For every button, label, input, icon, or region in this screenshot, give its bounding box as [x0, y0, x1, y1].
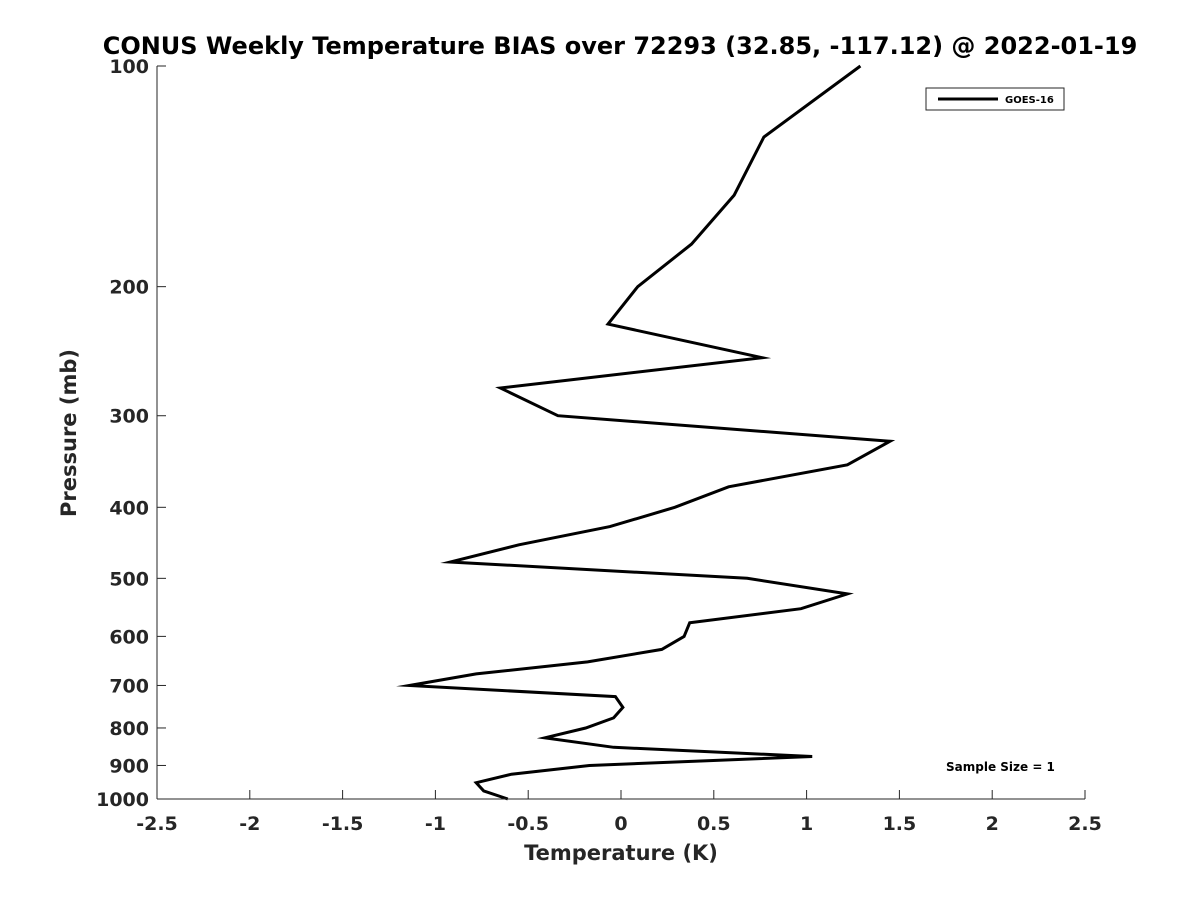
y-tick-label: 300 [109, 406, 149, 428]
y-tick-label: 1000 [96, 789, 149, 811]
y-axis-label: Pressure (mb) [57, 349, 81, 517]
x-tick-label: -2.5 [136, 813, 178, 835]
plot-area [396, 64, 896, 801]
y-ticks: 100 200 300 400 500 600 700 800 900 1000 [96, 56, 166, 811]
legend-entry: GOES-16 [1005, 95, 1054, 106]
y-tick-label: 200 [109, 277, 149, 299]
x-tick-label: 0.5 [697, 813, 731, 835]
series-line-goes-16 [396, 64, 896, 801]
sample-size-annotation: Sample Size = 1 [946, 760, 1055, 774]
y-tick-label: 100 [109, 56, 149, 78]
legend: GOES-16 [925, 87, 1065, 111]
x-tick-label: 2.5 [1068, 813, 1102, 835]
x-tick-label: 1 [800, 813, 813, 835]
x-tick-label: 0 [614, 813, 627, 835]
x-ticks: -2.5 -2 -1.5 -1 -0.5 0 0.5 1 1.5 2 2.5 [136, 790, 1102, 835]
y-tick-label: 900 [109, 755, 149, 777]
chart-title: CONUS Weekly Temperature BIAS over 72293… [103, 32, 1138, 60]
y-tick-label: 600 [109, 626, 149, 648]
x-tick-label: 2 [986, 813, 999, 835]
x-tick-label: -2 [239, 813, 260, 835]
y-tick-label: 400 [109, 497, 149, 519]
y-tick-label: 500 [109, 568, 149, 590]
x-tick-label: 1.5 [883, 813, 917, 835]
x-tick-label: -1.5 [322, 813, 364, 835]
x-tick-label: -0.5 [507, 813, 549, 835]
x-axis-label: Temperature (K) [524, 841, 718, 865]
y-tick-label: 700 [109, 675, 149, 697]
y-tick-label: 800 [109, 718, 149, 740]
x-tick-label: -1 [425, 813, 446, 835]
